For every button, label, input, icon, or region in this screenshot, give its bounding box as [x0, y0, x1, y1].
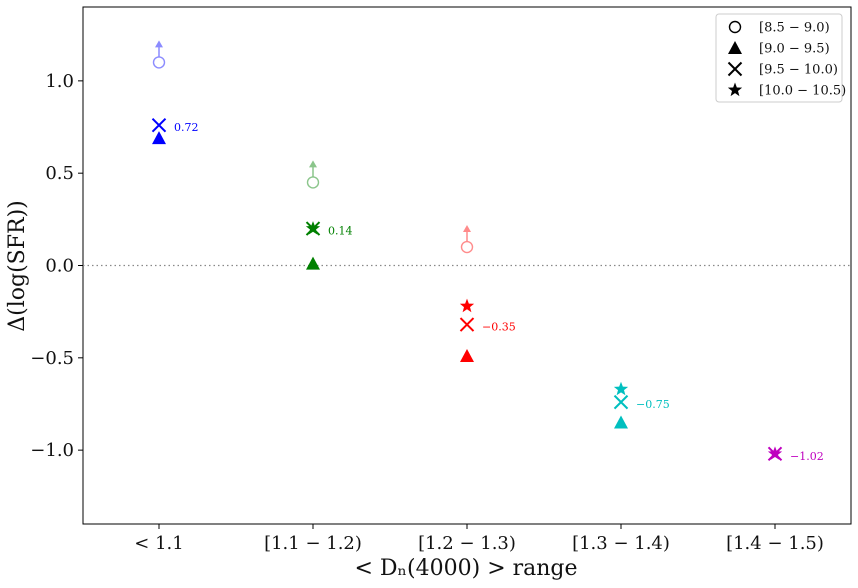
lower-limit-arrow [155, 40, 163, 57]
star-marker [305, 221, 321, 235]
lower-limit-arrow [309, 160, 317, 177]
circle-open-marker [306, 176, 320, 189]
legend: [8.5 − 9.0) [9.0 − 9.5) [9.5 − 10.0) [10.0 … [715, 13, 846, 103]
value-annotation: −1.02 [790, 450, 824, 463]
y-tick-label: −0.5 [30, 348, 74, 369]
y-tick-label: 1.0 [45, 71, 74, 92]
x-tick-label: < 1.1 [134, 533, 183, 554]
star-marker [459, 298, 475, 313]
y-tick-label: 0.5 [45, 163, 74, 184]
legend-label: [9.0 − 9.5) [759, 42, 830, 57]
data-markers [151, 40, 783, 462]
y-ticks: −1.0 −0.5 0.0 0.5 1.0 [30, 71, 83, 461]
annotations: 0.72 0.14 −0.35 −0.75 −1.02 [174, 121, 824, 463]
circle-open-marker [460, 240, 474, 254]
legend-box [715, 13, 843, 103]
value-annotation: −0.75 [636, 398, 670, 411]
triangle-marker [460, 348, 474, 362]
y-tick-label: −1.0 [30, 440, 74, 461]
y-tick-label: 0.0 [45, 256, 74, 277]
legend-label: [9.5 − 10.0) [759, 63, 838, 78]
legend-triangle-marker [728, 41, 742, 54]
legend-x-marker [727, 61, 743, 77]
x-tick-label: [1.3 − 1.4) [572, 533, 670, 554]
x-tick-label: [1.2 − 1.3) [418, 533, 516, 554]
value-annotation: 0.72 [174, 121, 199, 134]
legend-circle-open-marker [728, 20, 742, 34]
star-marker [613, 381, 629, 396]
x-tick-label: [1.4 − 1.5) [726, 533, 824, 554]
legend-star-marker [727, 82, 743, 97]
x-marker [151, 117, 167, 133]
legend-label: [8.5 − 9.0) [759, 21, 830, 36]
value-annotation: −0.35 [482, 321, 516, 334]
value-annotation: 0.14 [328, 225, 353, 238]
x-marker [613, 394, 629, 410]
triangle-marker [306, 256, 320, 270]
circle-open-marker [152, 56, 166, 69]
x-axis-label: < Dₙ(4000) > range [354, 556, 577, 581]
x-tick-label: [1.1 − 1.2) [264, 533, 362, 554]
triangle-marker [614, 415, 628, 429]
lower-limit-arrow [463, 225, 471, 242]
y-axis-label: Δ(log(SFR)) [5, 200, 30, 331]
legend-label: [10.0 − 10.5) [759, 84, 846, 99]
star-marker [767, 446, 783, 460]
triangle-marker [152, 131, 166, 145]
x-ticks: < 1.1 [1.1 − 1.2) [1.2 − 1.3) [1.3 − 1.4) [1… [134, 524, 824, 554]
x-marker [459, 317, 475, 332]
